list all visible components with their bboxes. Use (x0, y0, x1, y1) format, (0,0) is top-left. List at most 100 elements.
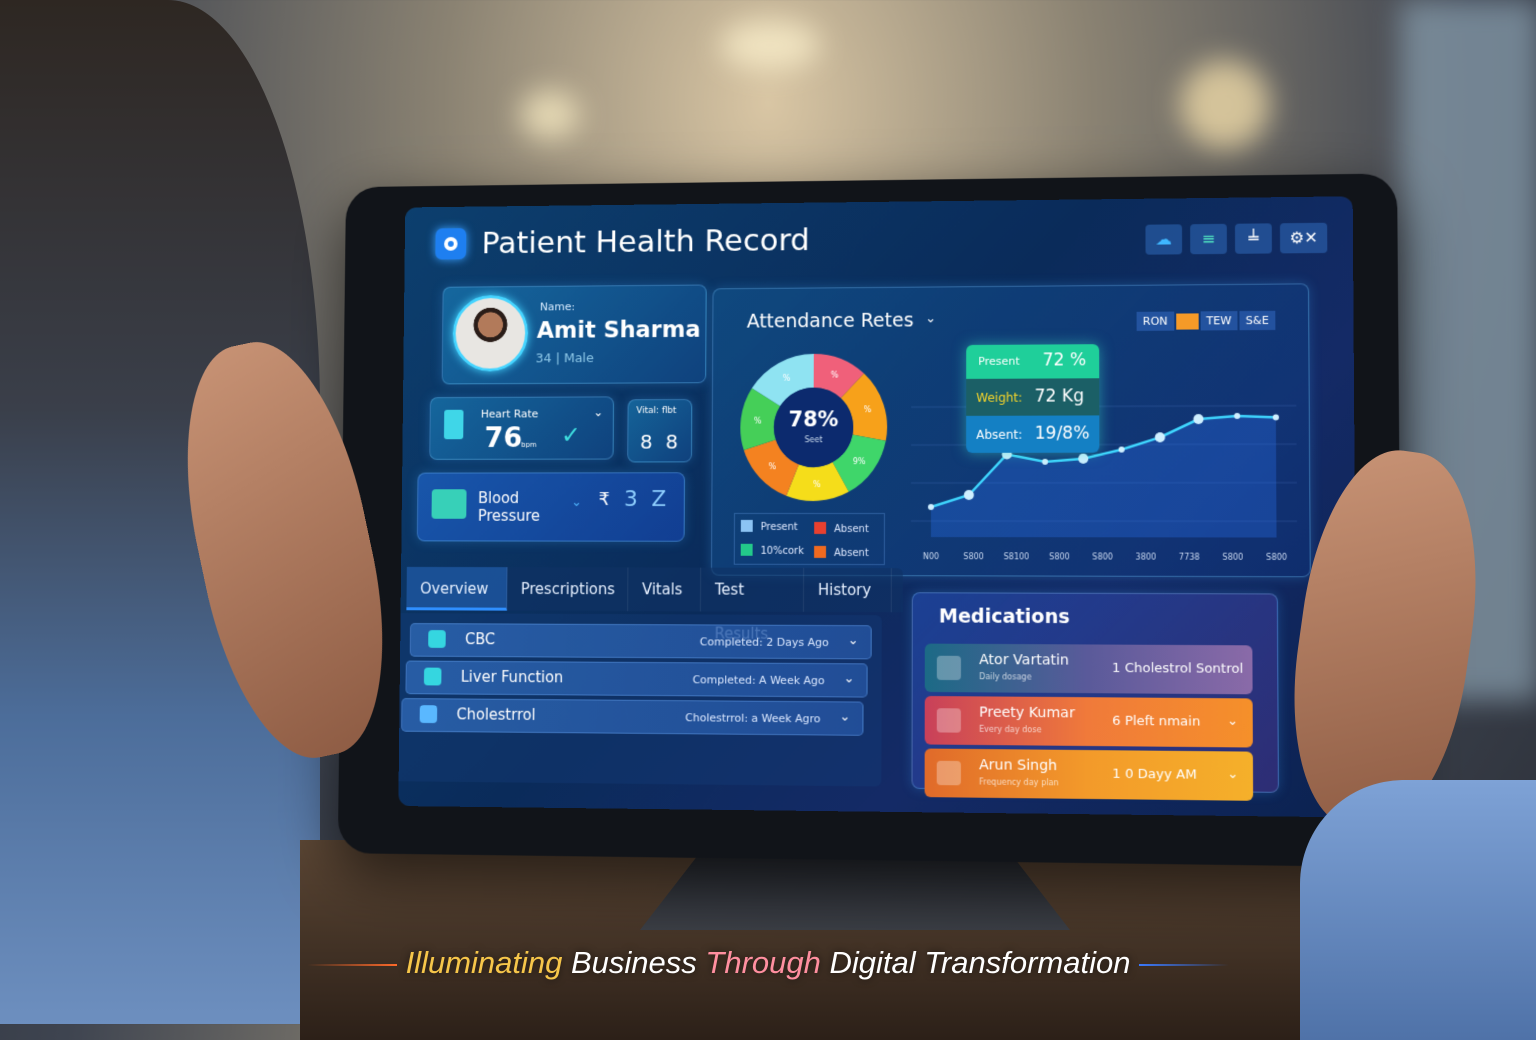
bp-label-line2: Pressure (478, 507, 540, 525)
donut-segment-label: 9% (853, 456, 866, 465)
x-tick-label: S8100 (1004, 552, 1030, 561)
tablet-screen: Patient Health Record ☁ ≡ ╧ ⚙✕ Name: Ami… (398, 196, 1357, 817)
vitals-value-2: 8 (665, 430, 678, 454)
legend-item: Present (741, 520, 798, 533)
donut-segment-label: % (768, 462, 776, 471)
patient-details: 34 | Male (535, 351, 593, 366)
heart-rate-label: Heart Rate (481, 408, 539, 421)
heart-rate-icon (444, 410, 464, 439)
tab-history[interactable]: History (804, 568, 892, 612)
data-point[interactable] (1273, 414, 1279, 420)
x-tick-label: S800 (1049, 552, 1070, 561)
database-icon[interactable]: ≡ (1190, 224, 1227, 254)
data-point[interactable] (1155, 432, 1165, 442)
filter-tew[interactable]: TEW (1200, 311, 1237, 330)
tab-prescriptions[interactable]: Prescriptions (507, 567, 628, 611)
data-point[interactable] (1042, 459, 1048, 465)
heart-rate-value: 76 (484, 421, 522, 454)
donut-segment-label: % (864, 406, 872, 415)
x-tick-label: 7738 (1179, 552, 1200, 561)
vitals-card[interactable]: Vital: flbt 8 8 (627, 399, 692, 462)
x-tick-label: N00 (923, 552, 939, 561)
medication-name: Ator Vartatin (979, 652, 1069, 669)
attendance-title[interactable]: Attendance Retes (747, 310, 914, 333)
avatar (452, 295, 528, 372)
medication-name: Arun Singh (979, 757, 1057, 774)
test-name: CBC (465, 630, 495, 648)
medication-icon (937, 761, 961, 786)
data-point[interactable] (1078, 454, 1088, 464)
data-point[interactable] (1119, 447, 1125, 453)
chevron-down-icon[interactable]: ⌄ (840, 709, 851, 724)
medications-panel: Medications Ator Vartatin Daily dosage 1 C… (912, 592, 1279, 793)
data-point[interactable] (1234, 413, 1240, 419)
medication-icon (937, 656, 961, 680)
chevron-down-icon[interactable]: ⌄ (1227, 714, 1238, 729)
caption-word: Illuminating (406, 945, 563, 980)
heart-rate-card[interactable]: Heart Rate 76 bpm ✓ ⌄ (429, 396, 614, 459)
medication-detail: 1 Cholestrol Sontrol (1112, 661, 1243, 677)
chevron-down-icon[interactable]: ⌄ (1227, 767, 1238, 782)
legend-swatch (741, 544, 753, 556)
medication-name: Preety Kumar (979, 704, 1075, 721)
donut-segment-label: % (813, 480, 821, 489)
blood-pressure-icon (432, 489, 467, 519)
test-name: Liver Function (461, 668, 564, 687)
period-filters: RON TEW S&E (1137, 311, 1275, 331)
x-tick-label: S800 (1222, 553, 1243, 562)
legend-item: Absent (814, 522, 869, 535)
tab-overview[interactable]: Overview (406, 567, 507, 611)
filter-highlight[interactable] (1176, 313, 1198, 329)
vitals-label: Vital: flbt (636, 406, 676, 416)
filter-ron[interactable]: RON (1137, 312, 1174, 331)
x-tick-label: S800 (963, 552, 983, 561)
blood-pressure-card[interactable]: Blood Pressure ⌄ ₹ 3 Z (417, 472, 685, 541)
network-icon[interactable]: ╧ (1235, 223, 1272, 253)
donut-center-value: 78% (782, 407, 846, 431)
legend-swatch (741, 520, 753, 532)
patient-card: Name: Amit Sharma 34 | Male (442, 285, 707, 385)
chevron-down-icon[interactable]: ⌄ (925, 311, 936, 326)
donut-legend: Present Absent 10%cork Absent (734, 513, 885, 565)
tooltip-present-value: 72 % (1043, 350, 1087, 370)
tab-test-results[interactable]: Test Results (701, 568, 804, 612)
medication-detail: 1 0 Dayy AM (1112, 767, 1197, 783)
tooltip-present-label: Present (978, 355, 1019, 368)
chevron-down-icon[interactable]: ⌄ (593, 405, 603, 419)
heart-rate-unit: bpm (521, 441, 536, 449)
data-point[interactable] (1193, 414, 1203, 424)
name-label: Name: (540, 300, 575, 313)
chevron-down-icon[interactable]: ⌄ (848, 633, 859, 648)
caption-word: Digital Transformation (830, 945, 1131, 980)
data-point[interactable] (928, 504, 934, 510)
filter-se[interactable]: S&E (1240, 311, 1275, 330)
caption-word: Through (705, 945, 820, 980)
settings-close-icon[interactable]: ⚙✕ (1280, 223, 1327, 254)
tooltip-absent-label: Absent: (976, 428, 1022, 442)
right-sleeve (1300, 780, 1536, 1040)
cloud-icon[interactable]: ☁ (1145, 224, 1182, 254)
vitals-value-1: 8 (640, 430, 653, 454)
patient-name: Amit Sharma (537, 317, 701, 344)
data-point[interactable] (964, 490, 974, 500)
tab-vitals[interactable]: Vitals (628, 567, 701, 611)
chevron-down-icon[interactable]: ⌄ (571, 495, 582, 510)
test-name: Cholestrrol (456, 705, 535, 724)
app-logo-icon (435, 228, 466, 259)
medication-item[interactable]: Ator Vartatin Daily dosage 1 Cholestrol So… (925, 644, 1253, 695)
app-title: Patient Health Record (481, 222, 809, 261)
bp-value-3: Z (651, 487, 666, 512)
medications-title: Medications (939, 605, 1070, 628)
legend-item: Absent (814, 546, 869, 559)
donut-segment-label: % (754, 416, 762, 425)
medication-sub: Daily dosage (979, 672, 1031, 681)
header-icons: ☁ ≡ ╧ ⚙✕ (1145, 223, 1327, 255)
caption-word: Business (571, 945, 697, 980)
medication-detail: 6 Pleft nmain (1112, 714, 1200, 730)
chevron-down-icon[interactable]: ⌄ (844, 671, 855, 686)
